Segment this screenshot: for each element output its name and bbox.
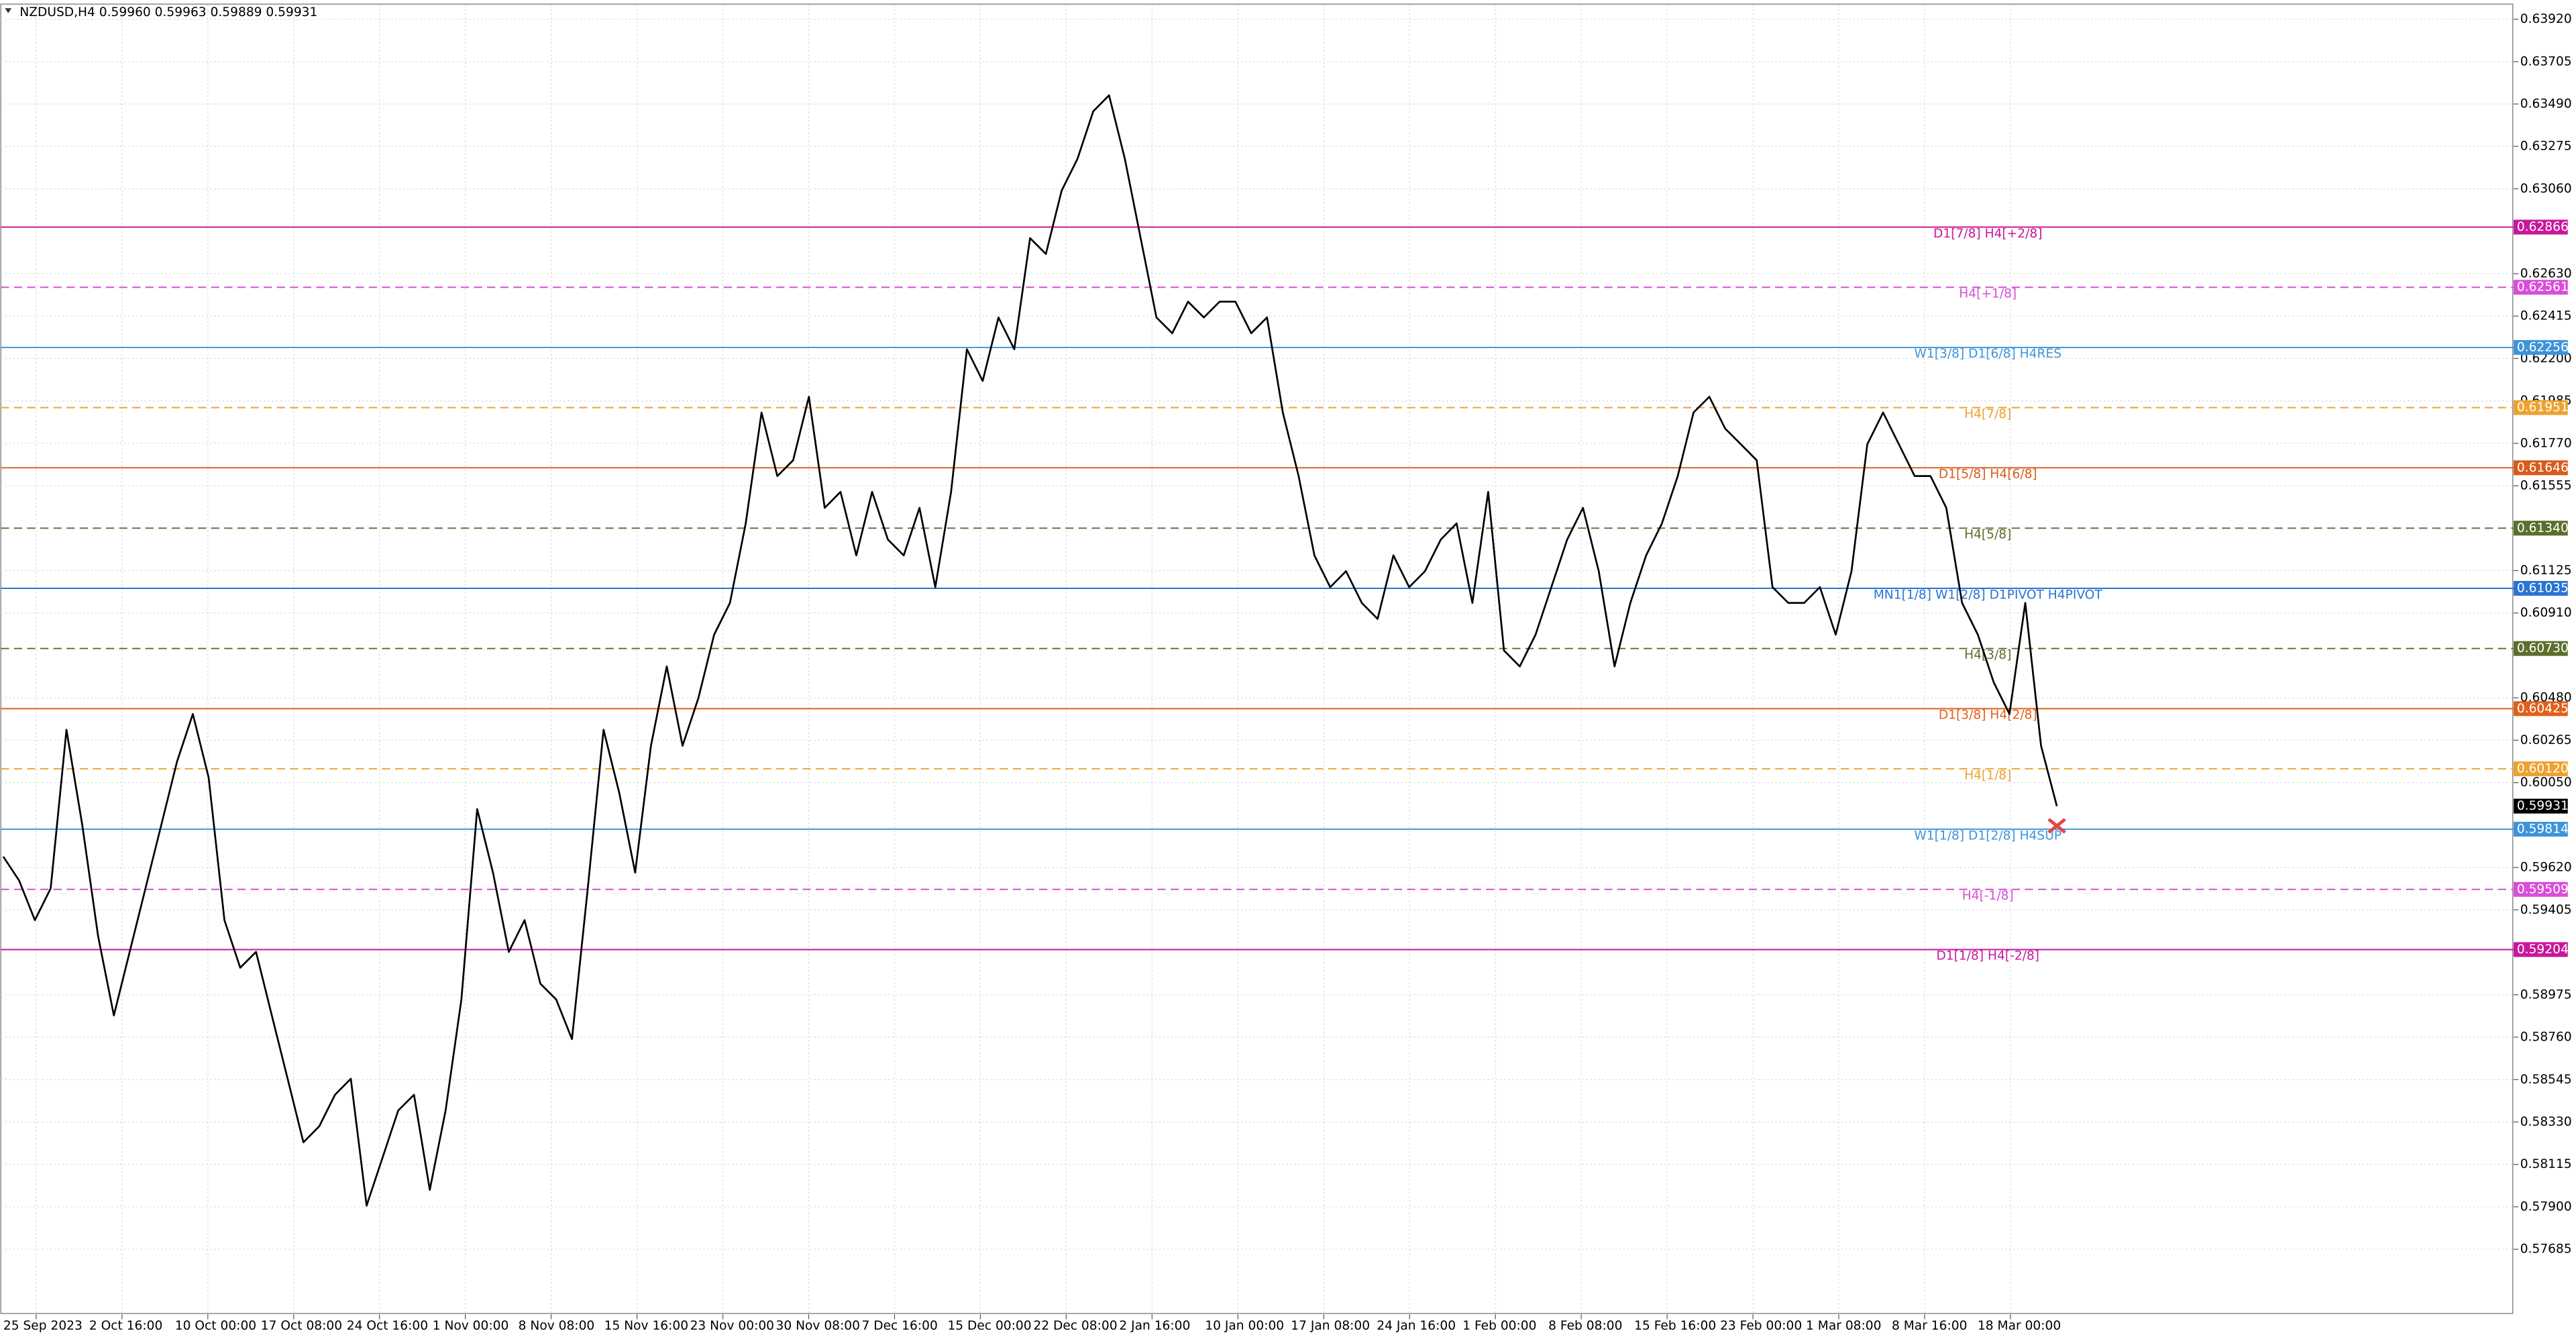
y-tick-label: 0.60050	[2520, 775, 2572, 790]
x-tick-label: 15 Nov 16:00	[604, 1319, 688, 1333]
x-tick-label: 17 Jan 08:00	[1291, 1319, 1370, 1333]
level-price-box	[2513, 280, 2568, 295]
x-tick-label: 1 Mar 08:00	[1806, 1319, 1881, 1333]
y-tick-label: 0.60910	[2520, 606, 2572, 620]
y-tick-label: 0.57685	[2520, 1242, 2572, 1256]
x-tick-label: 18 Mar 00:00	[1978, 1319, 2061, 1333]
level-price-label: 0.59814	[2517, 822, 2569, 837]
y-tick-label: 0.62630	[2520, 266, 2572, 280]
level-price-label: 0.61035	[2517, 581, 2569, 595]
x-tick-label: 15 Dec 00:00	[947, 1319, 1031, 1333]
level-price-box	[2513, 641, 2568, 656]
level-price-box	[2513, 881, 2568, 897]
x-tick-label: 1 Feb 00:00	[1462, 1319, 1536, 1333]
y-tick-label: 0.61125	[2520, 564, 2572, 578]
level-label: H4[1/8]	[1964, 768, 2011, 782]
x-tick-label: 2 Oct 16:00	[89, 1319, 162, 1333]
y-tick-label: 0.62200	[2520, 352, 2572, 366]
level-price-label: 0.61951	[2517, 400, 2569, 415]
y-tick-label: 0.57900	[2520, 1199, 2572, 1214]
y-tick-label: 0.63920	[2520, 12, 2572, 26]
x-tick-label: 10 Oct 00:00	[175, 1319, 256, 1333]
level-price-label: 0.60425	[2517, 702, 2569, 716]
y-tick-label: 0.63060	[2520, 182, 2572, 196]
x-tick-label: 7 Dec 16:00	[861, 1319, 937, 1333]
x-tick-label: 30 Nov 08:00	[776, 1319, 860, 1333]
level-label: D1[7/8] H4[+2/8]	[1933, 227, 2042, 241]
y-tick-label: 0.59620	[2520, 861, 2572, 875]
y-tick-label: 0.63705	[2520, 54, 2572, 68]
level-price-label: 0.62561	[2517, 280, 2569, 294]
level-price-box	[2513, 942, 2568, 957]
y-tick-label: 0.58975	[2520, 987, 2572, 1002]
level-label: H4[-1/8]	[1962, 889, 2014, 903]
level-price-label: 0.61646	[2517, 461, 2569, 475]
x-tick-label: 8 Mar 16:00	[1892, 1319, 1967, 1333]
y-tick-label: 0.58330	[2520, 1115, 2572, 1129]
level-price-box	[2513, 400, 2568, 415]
x-tick-label: 15 Feb 16:00	[1634, 1319, 1716, 1333]
level-price-label: 0.62256	[2517, 340, 2569, 354]
level-label: H4[7/8]	[1964, 407, 2011, 421]
current-price-box	[2513, 798, 2568, 814]
level-price-box	[2513, 580, 2568, 596]
level-price-box	[2513, 521, 2568, 536]
x-tick-label: 25 Sep 2023	[3, 1319, 83, 1333]
x-tick-label: 10 Jan 00:00	[1205, 1319, 1284, 1333]
level-price-box	[2513, 339, 2568, 355]
x-tick-label: 17 Oct 08:00	[261, 1319, 342, 1333]
price-line	[2, 94, 2058, 1207]
x-tick-label: 8 Nov 08:00	[519, 1319, 595, 1333]
y-tick-label: 0.61555	[2520, 479, 2572, 493]
plot-frame	[0, 3, 2514, 1314]
x-tick-label: 2 Jan 16:00	[1119, 1319, 1190, 1333]
level-label: H4[3/8]	[1964, 648, 2011, 662]
level-price-box	[2513, 219, 2568, 235]
level-label: H4[+1/8]	[1959, 287, 2017, 301]
y-tick-label: 0.59405	[2520, 903, 2572, 917]
x-tick-label: 24 Oct 16:00	[347, 1319, 428, 1333]
y-tick-label: 0.58760	[2520, 1030, 2572, 1045]
y-tick-label: 0.63275	[2520, 140, 2572, 154]
level-label: D1[3/8] H4[2/8]	[1939, 708, 2037, 722]
level-label: H4[5/8]	[1964, 528, 2011, 542]
chart-title: NZDUSD,H4 0.59960 0.59963 0.59889 0.5993…	[19, 5, 317, 19]
level-price-label: 0.62866	[2517, 220, 2569, 234]
level-price-box	[2513, 822, 2568, 837]
current-price-label: 0.59931	[2517, 799, 2569, 813]
level-price-box	[2513, 460, 2568, 476]
level-price-label: 0.61340	[2517, 521, 2569, 535]
level-label: D1[1/8] H4[-2/8]	[1936, 949, 2039, 963]
x-tick-label: 22 Dec 08:00	[1033, 1319, 1117, 1333]
y-tick-label: 0.58545	[2520, 1073, 2572, 1087]
x-tick-label: 1 Nov 00:00	[433, 1319, 509, 1333]
level-price-label: 0.59204	[2517, 943, 2569, 957]
y-tick-label: 0.58115	[2520, 1157, 2572, 1171]
level-label: D1[5/8] H4[6/8]	[1939, 468, 2037, 482]
level-label: W1[1/8] D1[2/8] H4SUP	[1914, 828, 2061, 843]
x-tick-label: 24 Jan 16:00	[1377, 1319, 1456, 1333]
level-price-label: 0.60730	[2517, 641, 2569, 655]
x-tick-label: 23 Nov 00:00	[690, 1319, 774, 1333]
y-tick-label: 0.60265	[2520, 733, 2572, 747]
close-marker	[2047, 818, 2066, 834]
y-tick-label: 0.62415	[2520, 309, 2572, 323]
y-tick-label: 0.63490	[2520, 97, 2572, 111]
level-price-label: 0.60120	[2517, 762, 2569, 776]
y-tick-label: 0.61770	[2520, 436, 2572, 450]
level-label: MN1[1/8] W1[2/8] D1PIVOT H4PIVOT	[1874, 588, 2103, 602]
level-label: W1[3/8] D1[6/8] H4RES	[1915, 347, 2062, 361]
level-price-box	[2513, 761, 2568, 777]
level-price-label: 0.59509	[2517, 882, 2569, 896]
level-price-box	[2513, 701, 2568, 716]
x-tick-label: 23 Feb 00:00	[1720, 1319, 1802, 1333]
title-icon	[5, 8, 12, 13]
x-tick-label: 8 Feb 08:00	[1548, 1319, 1622, 1333]
